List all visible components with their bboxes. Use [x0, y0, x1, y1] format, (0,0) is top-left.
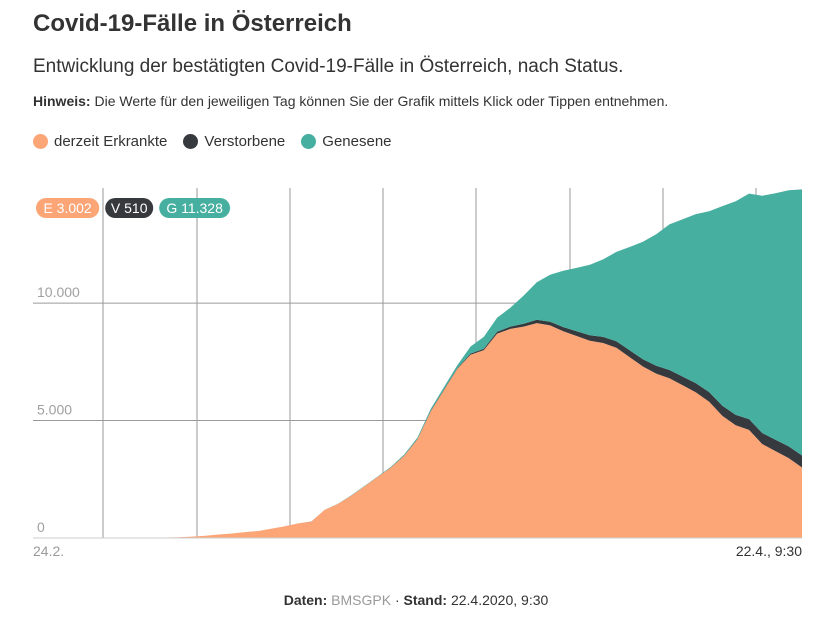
- chart-areas: [33, 189, 802, 538]
- legend-item-genesene[interactable]: Genesene: [301, 133, 392, 150]
- legend-dot-erkrankte: [33, 134, 48, 149]
- legend-label-verstorbene: Verstorbene: [204, 133, 286, 150]
- chart-footer: Daten: BMSGPK · Stand: 22.4.2020, 9:30: [0, 592, 832, 608]
- legend-dot-verstorbene: [183, 134, 199, 149]
- y-tick-label-1: 5.000: [37, 402, 72, 418]
- x-tick-label-first: 24.2.: [33, 543, 64, 559]
- footer-data-source[interactable]: BMSGPK: [331, 592, 392, 608]
- value-badges: E 3.002 V 510 G 11.328: [36, 198, 230, 218]
- chart-title: Covid-19-Fälle in Österreich: [33, 10, 352, 37]
- legend-dot-genesene: [301, 134, 317, 149]
- y-tick-label-2: 10.000: [37, 284, 80, 300]
- legend-item-verstorbene[interactable]: Verstorbene: [183, 133, 285, 150]
- footer-data-label: Daten:: [283, 592, 328, 608]
- area-e: [33, 323, 802, 538]
- area-chart[interactable]: 0 5.000 10.000 24.2. 22.4., 9:30 E 3.002 V 51…: [0, 180, 832, 570]
- badge-label-2: G 11.328: [166, 200, 223, 216]
- badge-pill-0: [36, 198, 100, 218]
- y-tick-label-0: 0: [37, 519, 45, 535]
- footer-stand-label: Stand:: [403, 592, 448, 608]
- note-text: Die Werte für den jeweiligen Tag können …: [94, 93, 669, 109]
- footer-separator: ·: [394, 592, 400, 608]
- legend-item-erkrankte[interactable]: derzeit Erkrankte: [33, 133, 167, 150]
- note-label: Hinweis:: [33, 93, 91, 109]
- footer-stand-value: 22.4.2020, 9:30: [450, 592, 549, 608]
- x-tick-label-last: 22.4., 9:30: [736, 543, 802, 559]
- badge-label-1: V 510: [111, 200, 148, 216]
- legend-label-erkrankte: derzeit Erkrankte: [54, 133, 168, 150]
- area-g: [33, 189, 802, 538]
- chart-legend: derzeit Erkrankte Verstorbene Genesene: [33, 133, 408, 150]
- chart-subtitle: Entwicklung der bestätigten Covid-19-Fäl…: [33, 56, 624, 77]
- legend-label-genesene: Genesene: [322, 133, 392, 150]
- chart-note: Hinweis: Die Werte für den jeweiligen Ta…: [33, 93, 668, 109]
- badge-label-0: E 3.002: [43, 200, 91, 216]
- chart-axis: 0 5.000 10.000 24.2. 22.4., 9:30: [33, 284, 802, 559]
- badge-pill-1: [105, 198, 154, 218]
- badge-pill-2: [159, 198, 230, 218]
